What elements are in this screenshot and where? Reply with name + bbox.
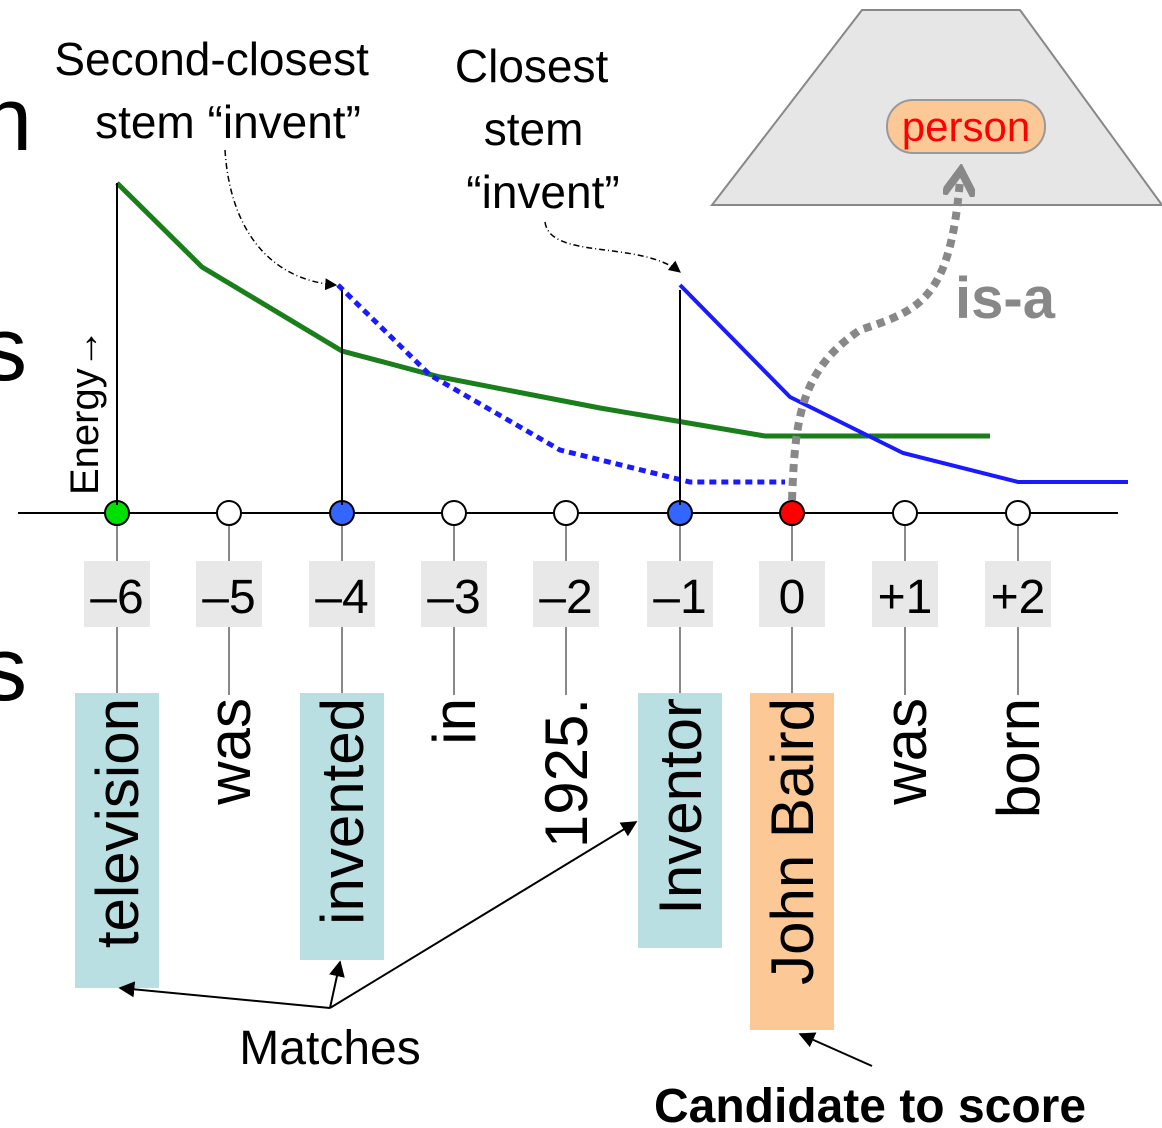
word-highlight [300, 693, 384, 960]
positions: –6 television –5 was –4 invented –3 in –2 1925. –1… [75, 500, 1052, 1030]
offset-label: –2 [539, 571, 592, 624]
line: stem “invent” [95, 96, 361, 148]
offset-box [84, 561, 150, 627]
closest: Closest stem “invent” [455, 40, 621, 218]
offset-box [647, 561, 713, 627]
offset-box [759, 561, 825, 627]
match-arrow [329, 821, 638, 1009]
word-highlight [75, 693, 159, 988]
offset-label: –5 [202, 571, 255, 624]
line: Closest [455, 40, 609, 92]
line: Second-closest [54, 33, 369, 85]
word-label: Inventor [647, 698, 714, 915]
dash-arrow [224, 149, 338, 291]
offset-label: –3 [427, 571, 480, 624]
match-arrow [329, 960, 345, 1009]
position-dot [553, 500, 579, 526]
offset-label: +1 [878, 571, 933, 624]
position-dot [441, 500, 467, 526]
word-label: invented [309, 698, 376, 925]
word-label: was [872, 698, 939, 806]
energy-green [115, 181, 990, 439]
candidate-arrow [798, 1032, 873, 1067]
offset-label: –4 [315, 571, 368, 624]
energy-dotted [336, 283, 785, 485]
dash-arrow [544, 221, 681, 273]
position-dot [1005, 500, 1031, 526]
offset-box [872, 561, 938, 627]
offset-box [196, 561, 262, 627]
offset-box [309, 561, 375, 627]
word-label: born [985, 698, 1052, 818]
offset-box [533, 561, 599, 627]
energy-label: Energy→ [63, 328, 107, 495]
is-a-arrow [788, 180, 960, 501]
offset-box [985, 561, 1051, 627]
edge-fragment: s [0, 300, 27, 400]
position-dot [216, 500, 242, 526]
second-closest: Second-closest stem “invent” [54, 33, 381, 148]
energy-blue [678, 283, 1128, 484]
line: “invent” [466, 166, 619, 218]
position-dot [779, 500, 805, 526]
offset-label: –6 [90, 571, 143, 624]
candidate-label: Candidate to score [654, 1080, 1086, 1128]
edge-fragment: n [0, 70, 32, 170]
offset-box [421, 561, 487, 627]
word-label: John Baird [759, 698, 826, 985]
position-dot [892, 500, 918, 526]
matches-label: Matches [239, 1022, 420, 1075]
word-label: in [421, 698, 488, 745]
is-a-label: is-a [955, 266, 1056, 331]
match-arrow [118, 981, 331, 1009]
word-highlight [750, 693, 834, 1030]
person-pill [886, 99, 1046, 154]
edge-fragment: s [0, 620, 27, 720]
offset-label: –1 [653, 571, 706, 624]
word-label: was [196, 698, 263, 806]
word-highlight [638, 693, 722, 948]
offset-label: +2 [991, 571, 1046, 624]
word-label: 1925. [533, 698, 600, 848]
person-label: person [902, 103, 1030, 150]
line: stem [484, 103, 584, 155]
offset-label: 0 [779, 571, 806, 624]
word-label: television [84, 698, 151, 948]
